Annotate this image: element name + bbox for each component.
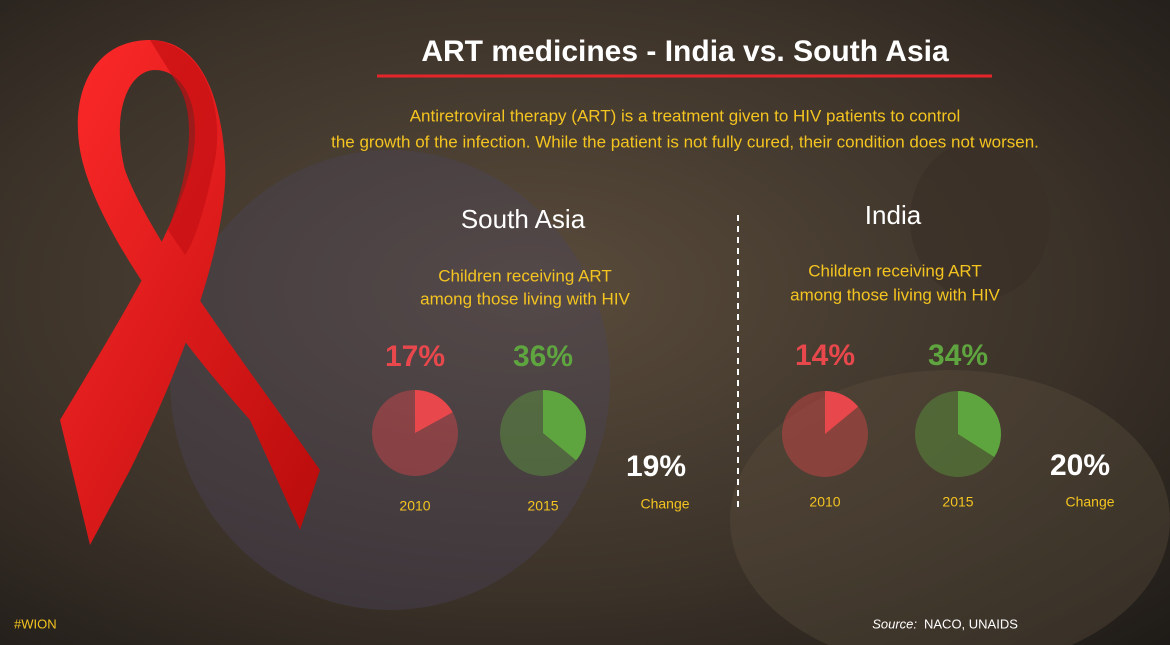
year-label: 2015 (527, 498, 558, 514)
value-label: 36% (513, 340, 573, 373)
group-subtitle: Children receiving ART (438, 266, 612, 285)
title: ART medicines - India vs. South Asia (421, 35, 949, 68)
change-value: 20% (1050, 449, 1110, 482)
group-subtitle: among those living with HIV (790, 285, 1000, 304)
background-blur (730, 370, 1170, 645)
background-blur (170, 150, 610, 610)
group-title: India (865, 200, 922, 230)
source: NACO, UNAIDS (924, 616, 1018, 631)
group-subtitle: Children receiving ART (808, 261, 982, 280)
pie-slice (415, 390, 453, 433)
year-label: 2015 (942, 494, 973, 510)
group-title: South Asia (461, 204, 586, 234)
tag: #WION (14, 616, 57, 631)
pie-slice (825, 391, 859, 434)
subtitle-line: the growth of the infection. While the p… (331, 132, 1039, 151)
source-label: Source: (872, 616, 917, 631)
year-label: 2010 (809, 494, 840, 510)
group-subtitle: among those living with HIV (420, 289, 630, 308)
value-label: 14% (795, 339, 855, 372)
subtitle-line: Antiretroviral therapy (ART) is a treatm… (410, 106, 961, 125)
change-value: 19% (626, 450, 686, 483)
value-label: 34% (928, 339, 988, 372)
value-label: 17% (385, 340, 445, 373)
background-blur (910, 140, 1050, 300)
pie-slice (958, 391, 1001, 458)
year-label: 2010 (399, 498, 430, 514)
red-ribbon (60, 40, 320, 545)
pie-slice (543, 390, 586, 461)
change-label: Change (640, 496, 689, 512)
change-label: Change (1065, 494, 1114, 510)
